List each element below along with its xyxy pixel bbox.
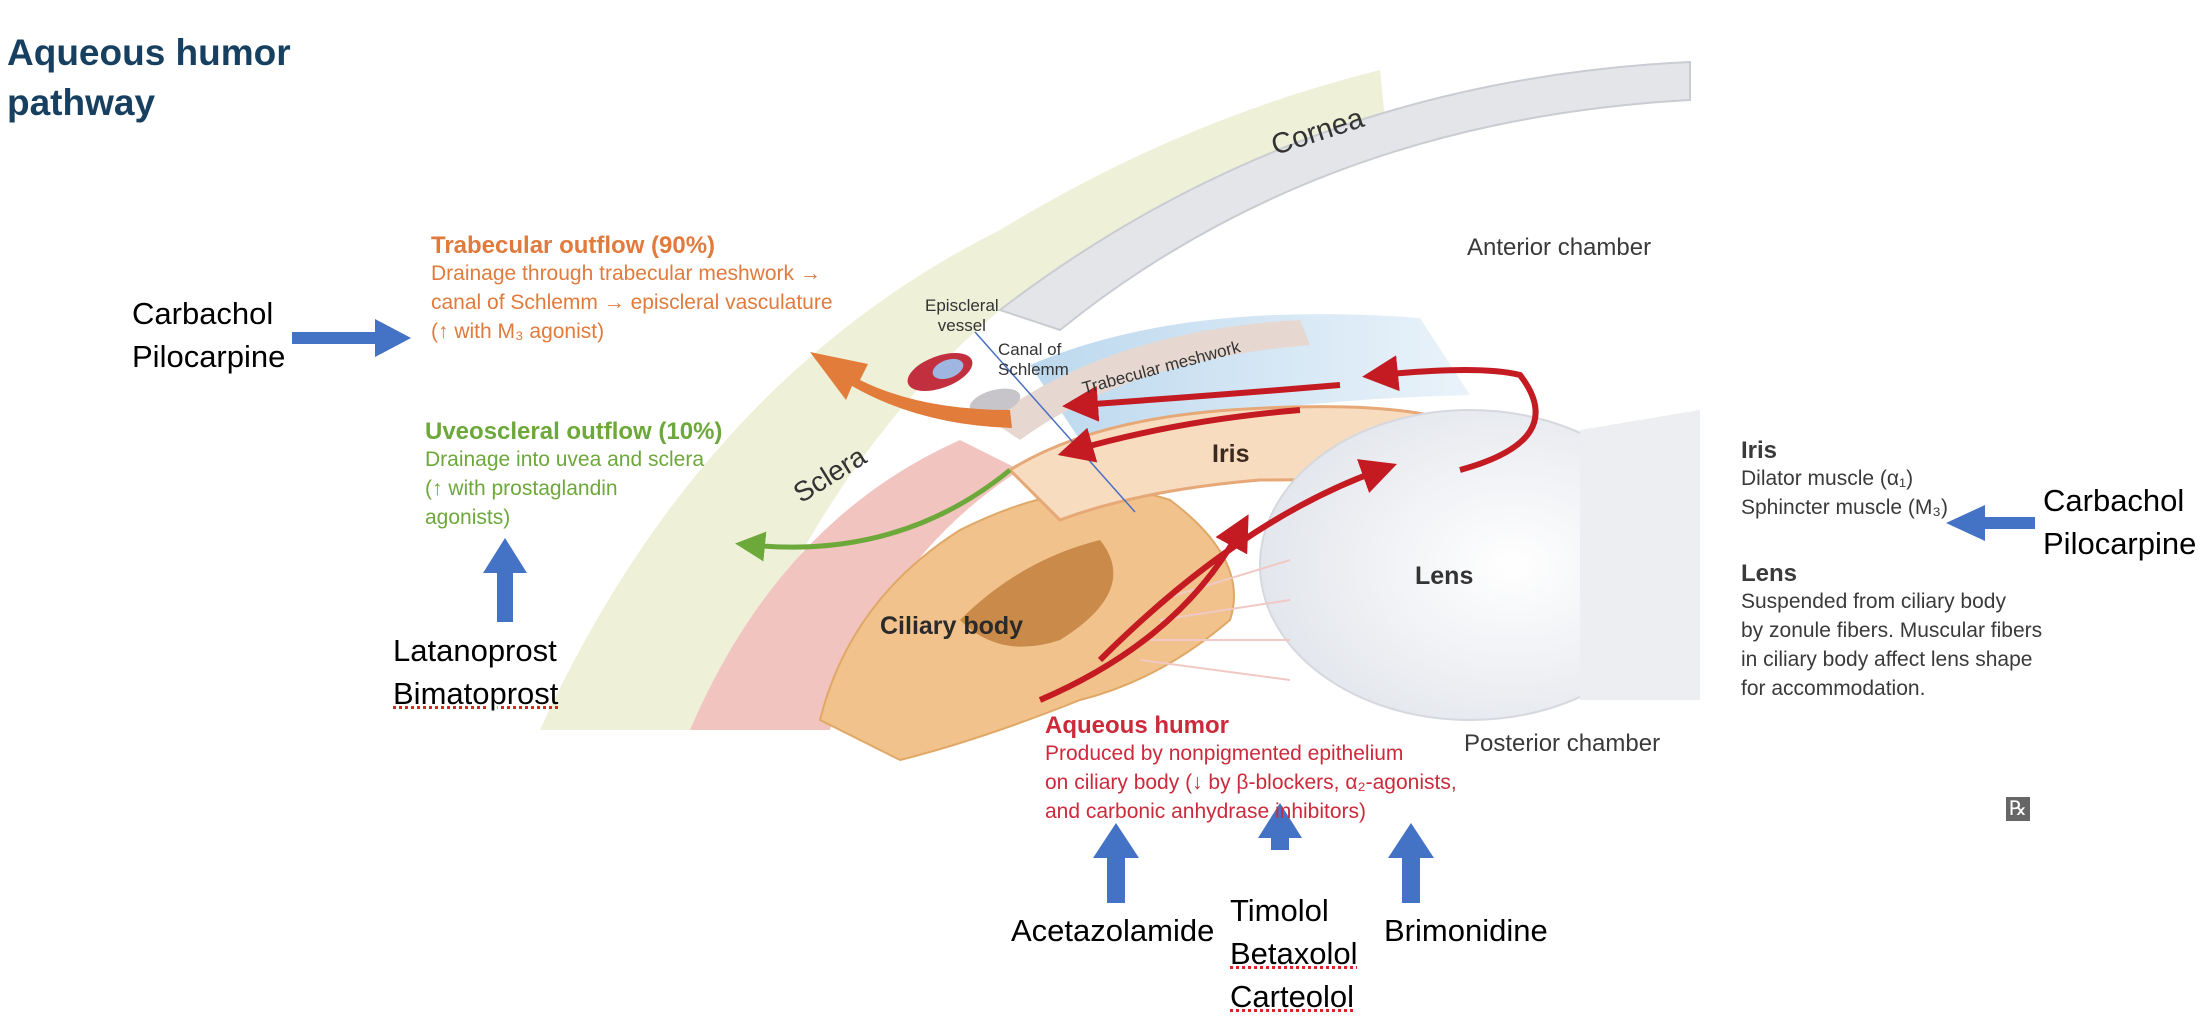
- trabecular-outflow-arrow: [810, 352, 1012, 428]
- drug-label-prostaglandins: Latanoprost Bimatoprost: [393, 633, 559, 711]
- lens-note: Lens Suspended from ciliary body by zonu…: [1741, 560, 2043, 701]
- page-title: Aqueous humor pathway: [7, 32, 291, 123]
- aqueous-flow-arrow: [1062, 382, 1341, 422]
- canal-of-schlemm-label: Canal of Schlemm: [998, 340, 1069, 379]
- iris-label: Iris: [1212, 440, 1250, 468]
- aqueous-flow-arrow: [1057, 407, 1301, 463]
- aqueous-humor-note: Aqueous humor Produced by nonpigmented e…: [1045, 712, 1457, 824]
- trabecular-outflow-note: Trabecular outflow (90%) Drainage throug…: [431, 232, 833, 344]
- blue-arrow-acetazolamide: [1093, 823, 1139, 903]
- lens-label: Lens: [1415, 562, 1474, 590]
- trabecular-meshwork: [1030, 314, 1470, 440]
- drug-label-acetazolamide: Acetazolamide: [1011, 913, 1215, 948]
- uveoscleral-outflow-note: Uveoscleral outflow (10%) Drainage into …: [425, 418, 723, 530]
- blue-arrow-m3-right: [1946, 505, 2035, 541]
- uveoscleral-outflow-arrow: [735, 468, 1012, 562]
- drug-label-m3-right: Carbachol Pilocarpine: [2043, 483, 2197, 561]
- drug-label-beta-blockers: Timolol Betaxolol Carteolol: [1230, 893, 1358, 1014]
- drug-label-brimonidine: Brimonidine: [1384, 913, 1548, 948]
- iris-note: Iris Dilator muscle (α₁) Sphincter muscl…: [1741, 437, 1948, 520]
- rx-icon: ℞: [2006, 797, 2030, 821]
- canal-of-schlemm: [969, 388, 1021, 416]
- aqueous-flow-arrow: [1097, 459, 1397, 663]
- anterior-chamber-label: Anterior chamber: [1467, 234, 1652, 261]
- ciliary-body-label: Ciliary body: [880, 612, 1024, 640]
- posterior-chamber-label: Posterior chamber: [1464, 730, 1661, 757]
- blue-arrow-brimonidine: [1388, 823, 1434, 903]
- drug-label-m3-left: Carbachol Pilocarpine: [132, 296, 286, 374]
- blue-arrow-prostaglandin: [483, 538, 527, 622]
- aqueous-flow-arrow: [1362, 355, 1539, 473]
- blue-arrow-m3-left: [292, 319, 411, 357]
- episcleral-vessel-label: Episcleral vessel: [925, 296, 999, 335]
- blue-arrow-beta-blockers: [1258, 803, 1302, 850]
- sclera: [540, 70, 1385, 730]
- cornea: [997, 60, 1691, 332]
- ciliary-muscle-pink: [690, 440, 1020, 730]
